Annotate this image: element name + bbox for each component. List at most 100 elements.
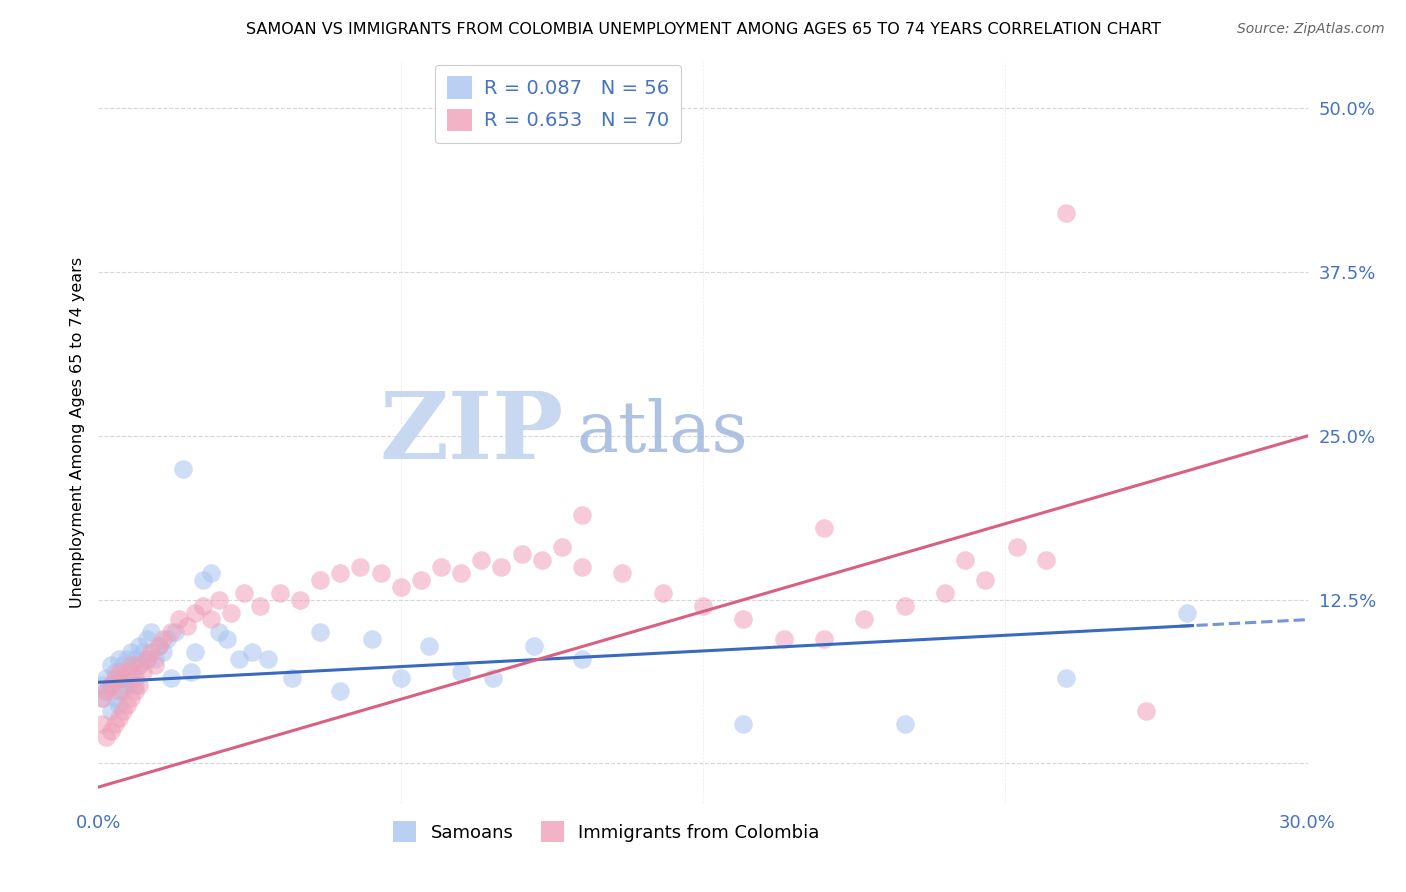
Point	[152, 632, 174, 646]
Point	[132, 645, 155, 659]
Point	[329, 684, 352, 698]
Point	[128, 658, 150, 673]
Point	[115, 665, 138, 679]
Point	[571, 651, 593, 665]
Point	[135, 651, 157, 665]
Point	[208, 625, 231, 640]
Point	[470, 553, 492, 567]
Point	[450, 566, 472, 581]
Point	[281, 671, 304, 685]
Point	[96, 684, 118, 698]
Point	[180, 665, 202, 679]
Point	[91, 690, 114, 705]
Point	[813, 521, 835, 535]
Point	[132, 665, 155, 679]
Point	[96, 731, 118, 745]
Point	[128, 639, 150, 653]
Point	[148, 639, 170, 653]
Point	[135, 632, 157, 646]
Point	[200, 612, 222, 626]
Point	[692, 599, 714, 614]
Point	[111, 684, 134, 698]
Point	[1035, 553, 1057, 567]
Point	[974, 573, 997, 587]
Point	[100, 678, 122, 692]
Point	[612, 566, 634, 581]
Point	[530, 553, 553, 567]
Point	[523, 639, 546, 653]
Point	[232, 586, 254, 600]
Point	[91, 678, 114, 692]
Point	[893, 599, 915, 614]
Point	[100, 723, 122, 738]
Y-axis label: Unemployment Among Ages 65 to 74 years: Unemployment Among Ages 65 to 74 years	[69, 257, 84, 608]
Point	[103, 671, 125, 685]
Point	[853, 612, 876, 626]
Point	[111, 658, 134, 673]
Point	[135, 651, 157, 665]
Point	[152, 645, 174, 659]
Point	[1175, 606, 1198, 620]
Point	[733, 612, 755, 626]
Point	[217, 632, 239, 646]
Point	[143, 651, 166, 665]
Point	[120, 665, 142, 679]
Point	[172, 461, 194, 475]
Point	[115, 698, 138, 712]
Point	[107, 671, 129, 685]
Point	[124, 651, 146, 665]
Point	[893, 717, 915, 731]
Point	[91, 717, 114, 731]
Point	[120, 658, 142, 673]
Text: atlas: atlas	[576, 398, 748, 467]
Point	[111, 704, 134, 718]
Point	[128, 678, 150, 692]
Point	[571, 560, 593, 574]
Point	[120, 645, 142, 659]
Text: ZIP: ZIP	[380, 388, 564, 477]
Point	[510, 547, 533, 561]
Point	[124, 671, 146, 685]
Point	[107, 665, 129, 679]
Text: SAMOAN VS IMMIGRANTS FROM COLOMBIA UNEMPLOYMENT AMONG AGES 65 TO 74 YEARS CORREL: SAMOAN VS IMMIGRANTS FROM COLOMBIA UNEMP…	[246, 22, 1160, 37]
Point	[733, 717, 755, 731]
Point	[103, 690, 125, 705]
Point	[288, 592, 311, 607]
Point	[221, 606, 243, 620]
Point	[139, 625, 162, 640]
Point	[256, 651, 278, 665]
Point	[124, 678, 146, 692]
Point	[240, 645, 263, 659]
Point	[176, 619, 198, 633]
Point	[160, 625, 183, 640]
Legend: Samoans, Immigrants from Colombia: Samoans, Immigrants from Colombia	[385, 814, 827, 849]
Point	[111, 671, 134, 685]
Point	[91, 690, 114, 705]
Point	[193, 573, 215, 587]
Point	[100, 704, 122, 718]
Point	[143, 658, 166, 673]
Point	[107, 711, 129, 725]
Text: Source: ZipAtlas.com: Source: ZipAtlas.com	[1237, 22, 1385, 37]
Point	[120, 690, 142, 705]
Point	[193, 599, 215, 614]
Point	[409, 573, 432, 587]
Point	[329, 566, 352, 581]
Point	[430, 560, 453, 574]
Point	[115, 678, 138, 692]
Point	[361, 632, 384, 646]
Point	[1007, 541, 1029, 555]
Point	[96, 684, 118, 698]
Point	[148, 639, 170, 653]
Point	[1054, 671, 1077, 685]
Point	[124, 684, 146, 698]
Point	[139, 645, 162, 659]
Point	[450, 665, 472, 679]
Point	[115, 651, 138, 665]
Point	[160, 671, 183, 685]
Point	[228, 651, 250, 665]
Point	[772, 632, 794, 646]
Point	[156, 632, 179, 646]
Point	[200, 566, 222, 581]
Point	[100, 678, 122, 692]
